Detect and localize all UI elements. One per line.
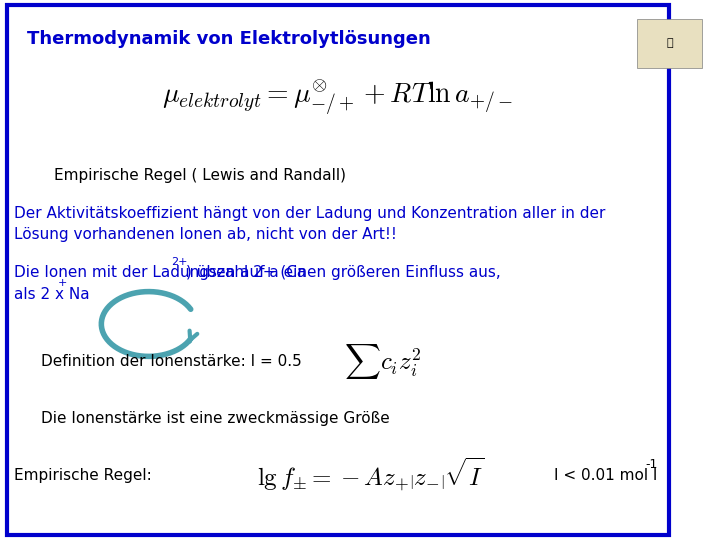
Text: Empirische Regel ( Lewis and Randall): Empirische Regel ( Lewis and Randall) <box>54 168 346 183</box>
Text: ) üben auf a einen größeren Einfluss aus,: ) üben auf a einen größeren Einfluss aus… <box>186 265 501 280</box>
Text: $\lg f_{\pm} = -Az_{+}\left|z_{-}\right|\sqrt{I}$: $\lg f_{\pm} = -Az_{+}\left|z_{-}\right|… <box>256 456 485 494</box>
Text: -1: -1 <box>645 458 657 471</box>
Text: Empirische Regel:: Empirische Regel: <box>14 468 151 483</box>
Text: Die Ionen mit der Ladungszahl 2+ (Ca: Die Ionen mit der Ladungszahl 2+ (Ca <box>14 265 306 280</box>
Text: Thermodynamik von Elektrolytlösungen: Thermodynamik von Elektrolytlösungen <box>27 30 431 48</box>
Text: 📖: 📖 <box>666 38 673 48</box>
Text: Der Aktivitätskoeffizient hängt von der Ladung und Konzentration aller in der: Der Aktivitätskoeffizient hängt von der … <box>14 206 605 221</box>
Text: Lösung vorhandenen Ionen ab, nicht von der Art!!: Lösung vorhandenen Ionen ab, nicht von d… <box>14 227 397 242</box>
Text: 2+: 2+ <box>171 257 188 267</box>
Text: Die Ionenstärke ist eine zweckmässige Größe: Die Ionenstärke ist eine zweckmässige Gr… <box>40 411 390 426</box>
Text: I < 0.01 mol l: I < 0.01 mol l <box>554 468 657 483</box>
Text: Definition der Ionenstärke: I = 0.5: Definition der Ionenstärke: I = 0.5 <box>40 354 301 369</box>
Text: $\mu_{elektrolyt} = \mu^{\otimes}_{-/+} + RT \ln a_{+/-}$: $\mu_{elektrolyt} = \mu^{\otimes}_{-/+} … <box>162 77 513 117</box>
Text: $\sum c_i z^2_i$: $\sum c_i z^2_i$ <box>344 342 422 381</box>
Text: +: + <box>58 279 67 288</box>
Text: als 2 x Na: als 2 x Na <box>14 287 89 302</box>
